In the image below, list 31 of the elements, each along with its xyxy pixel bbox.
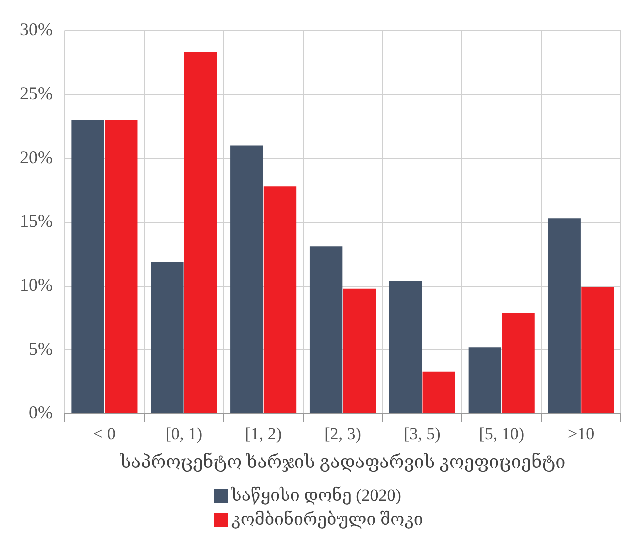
x-tick-label: >10 [568,424,595,444]
bar [548,218,581,414]
bar [72,120,104,414]
bar [582,288,614,414]
legend-label: საწყისი დონე (2020) [232,485,402,507]
y-tick-label: 25% [20,83,53,104]
y-tick-label: 30% [20,20,53,40]
bar [264,186,297,414]
legend-label: კომბინირებული შოკი [232,509,424,531]
y-tick-label: 20% [20,147,53,168]
bar [310,246,343,414]
x-axis-title: საპროცენტო ხარჯის გადაფარვის კოეფიციენტი [119,452,566,473]
bar [230,146,264,414]
y-tick-label: 15% [20,211,53,232]
bar [389,281,422,414]
y-tick-label: 0% [28,402,53,423]
x-tick-label: [3, 5) [404,424,441,444]
y-tick-label: 10% [20,275,53,295]
bar [422,372,456,414]
y-tick-label: 5% [28,338,53,359]
x-tick-label: < 0 [94,424,116,444]
bar [468,348,502,414]
x-tick-label: [0, 1) [166,424,203,444]
x-tick-label: [1, 2) [245,424,282,444]
bar [151,262,184,414]
bar [502,313,535,414]
bar [105,120,138,414]
x-tick-label: [5, 10) [479,424,525,444]
x-tick-label: [2, 3) [324,424,362,444]
bar [184,52,218,414]
bar [343,288,376,414]
